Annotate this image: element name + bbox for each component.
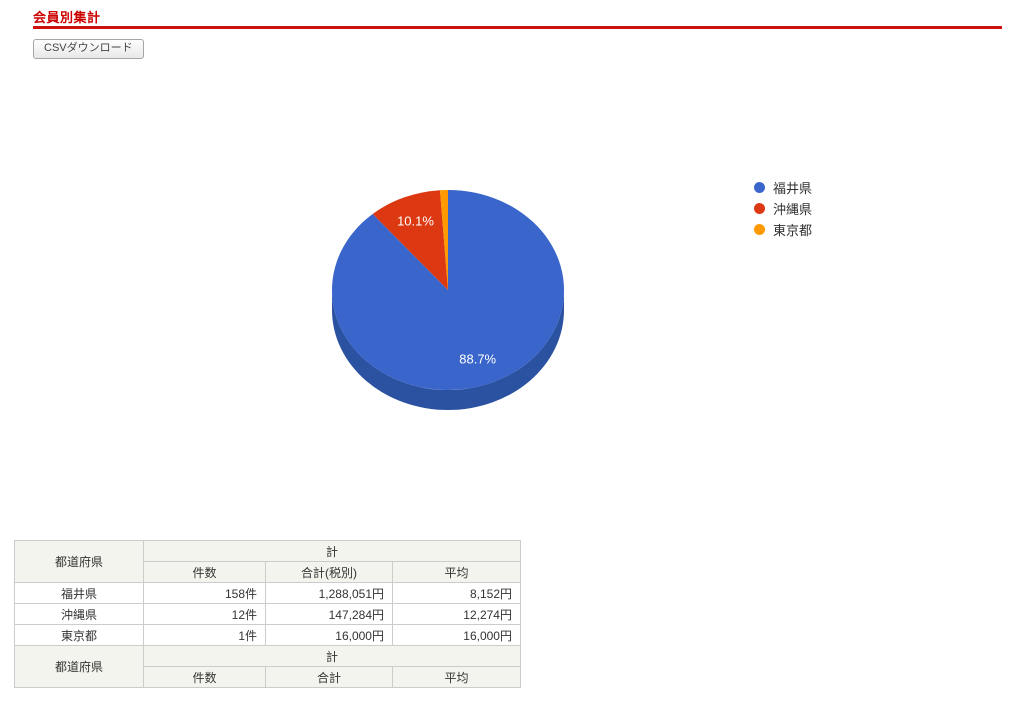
pie-percent-label: 88.7%	[459, 351, 496, 366]
legend-label: 沖縄県	[773, 202, 813, 217]
footer-header-total-group: 計	[143, 645, 521, 667]
cell-average: 12,274円	[392, 603, 521, 625]
table-row: 東京都 1件 16,000円 16,000円	[14, 624, 521, 646]
legend-swatch	[754, 224, 765, 235]
cell-prefecture: 東京都	[14, 624, 144, 646]
page-title: 会員別集計	[33, 10, 101, 25]
footer-header-prefecture: 都道府県	[14, 645, 144, 688]
legend-item: 沖縄県	[754, 198, 812, 219]
cell-count: 158件	[143, 582, 266, 604]
col-header-prefecture: 都道府県	[14, 540, 144, 583]
col-header-sum: 合計(税別)	[265, 561, 393, 583]
legend-label: 福井県	[773, 181, 813, 196]
title-divider	[33, 26, 1002, 29]
cell-prefecture: 沖縄県	[14, 603, 144, 625]
cell-average: 16,000円	[392, 624, 521, 646]
col-header-average: 平均	[392, 561, 521, 583]
pie-chart[interactable]: 88.7% 10.1%	[331, 189, 565, 412]
cell-count: 1件	[143, 624, 266, 646]
col-header-count: 件数	[143, 561, 266, 583]
cell-sum: 16,000円	[265, 624, 393, 646]
legend-label: 東京都	[773, 223, 813, 238]
cell-sum: 147,284円	[265, 603, 393, 625]
cell-average: 8,152円	[392, 582, 521, 604]
pie-percent-label: 10.1%	[397, 214, 434, 229]
pie-slice-2[interactable]	[439, 190, 448, 290]
legend-item: 福井県	[754, 177, 812, 198]
cell-prefecture: 福井県	[14, 582, 144, 604]
table-row: 福井県 158件 1,288,051円 8,152円	[14, 582, 521, 604]
footer-header-average: 平均	[392, 666, 521, 688]
summary-table: 都道府県 計 件数 合計(税別) 平均 福井県 158件 1,288,051円 …	[14, 540, 521, 688]
chart-legend: 福井県 沖縄県 東京都	[754, 177, 812, 240]
cell-sum: 1,288,051円	[265, 582, 393, 604]
pie-rim	[332, 290, 564, 410]
cell-count: 12件	[143, 603, 266, 625]
table-header-row: 都道府県 計	[14, 540, 521, 583]
csv-download-button[interactable]: CSVダウンロード	[33, 39, 144, 59]
table-footer-row: 都道府県 計	[14, 645, 521, 688]
pie-slice-1[interactable]	[372, 190, 448, 290]
footer-header-sum: 合計	[265, 666, 393, 688]
legend-swatch	[754, 203, 765, 214]
footer-header-count: 件数	[143, 666, 266, 688]
table-row: 沖縄県 12件 147,284円 12,274円	[14, 603, 521, 625]
legend-swatch	[754, 182, 765, 193]
legend-item: 東京都	[754, 219, 812, 240]
col-header-total-group: 計	[143, 540, 521, 562]
pie-slice-0[interactable]	[331, 190, 564, 390]
table-footer-row: 件数 合計 平均	[15, 666, 521, 688]
